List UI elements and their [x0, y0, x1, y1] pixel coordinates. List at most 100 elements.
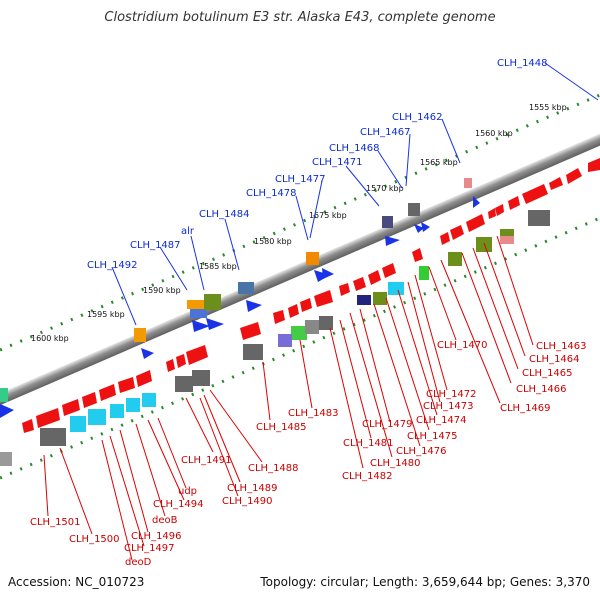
gene-label[interactable]: CLH_1478: [246, 188, 297, 199]
gene-block: [448, 252, 462, 266]
gene-label[interactable]: CLH_1474: [416, 415, 467, 426]
gene-arrow: [421, 222, 430, 232]
gene-block: [204, 294, 221, 310]
gene-arrow: [414, 224, 424, 233]
gene-arrow: [246, 300, 262, 312]
gene-label[interactable]: CLH_1471: [312, 157, 363, 168]
gene-label[interactable]: CLH_1468: [329, 143, 380, 154]
gene-arrow: [0, 404, 14, 418]
gene-label[interactable]: CLH_1485: [256, 422, 307, 433]
gene-label[interactable]: CLH_1487: [130, 240, 181, 251]
gene-label[interactable]: CLH_1494: [153, 499, 204, 510]
gene-label[interactable]: deoB: [152, 515, 178, 526]
topology-label: Topology: circular; Length: 3,659,644 bp…: [260, 575, 590, 589]
gene-arrow: [82, 392, 97, 408]
gene-block: [142, 393, 156, 407]
gene-label[interactable]: CLH_1490: [222, 496, 273, 507]
gene-label[interactable]: CLH_1479: [362, 419, 413, 430]
genome-title: Clostridium botulinum E3 str. Alaska E43…: [104, 10, 496, 25]
gene-block: [278, 334, 292, 347]
scale-label: 1585 kbp: [199, 262, 237, 271]
gene-block: [238, 282, 254, 294]
gene-block: [319, 316, 333, 330]
gene-label[interactable]: deoD: [125, 557, 152, 568]
scale-label: 1555 kbp: [529, 103, 567, 112]
gene-block: [243, 344, 263, 360]
gene-arrow: [118, 377, 135, 393]
gene-arrow: [385, 236, 400, 246]
gene-arrow: [588, 158, 600, 172]
gene-label[interactable]: CLH_1470: [437, 340, 488, 351]
gene-arrow: [99, 384, 116, 401]
gene-label[interactable]: CLH_1489: [227, 483, 278, 494]
gene-block: [476, 237, 492, 252]
gene-arrow: [488, 208, 496, 219]
gene-block: [190, 309, 207, 318]
gene-arrow: [273, 310, 285, 324]
gene-label[interactable]: CLH_1477: [275, 174, 326, 185]
scale-label: 1595 kbp: [87, 310, 125, 319]
gene-block: [134, 328, 146, 342]
gene-block: [306, 252, 319, 265]
gene-arrow: [473, 196, 480, 208]
gene-arrow: [440, 232, 450, 245]
gene-label[interactable]: CLH_1463: [536, 341, 587, 352]
gene-label[interactable]: CLH_1476: [396, 446, 447, 457]
gene-label[interactable]: CLH_1472: [426, 389, 477, 400]
gene-arrow: [141, 348, 154, 359]
gene-label[interactable]: CLH_1466: [516, 384, 567, 395]
gene-arrow: [566, 168, 582, 184]
gene-label[interactable]: CLH_1448: [497, 58, 548, 69]
gene-block: [419, 266, 429, 280]
scale-label: 1600 kbp: [31, 334, 69, 343]
gene-label[interactable]: alr: [181, 226, 195, 237]
gene-label[interactable]: CLH_1480: [370, 458, 421, 469]
upper-features: [0, 178, 480, 418]
gene-label[interactable]: CLH_1481: [343, 438, 394, 449]
gene-block: [373, 292, 387, 305]
gene-block: [187, 300, 205, 309]
gene-block: [88, 409, 106, 425]
gene-block: [500, 229, 514, 239]
gene-block: [0, 388, 8, 402]
genome-backbone: [0, 121, 600, 418]
gene-label[interactable]: CLH_1488: [248, 463, 299, 474]
gene-label[interactable]: CLH_1497: [124, 543, 175, 554]
gene-block: [126, 398, 140, 412]
gene-label[interactable]: CLH_1475: [407, 431, 458, 442]
gene-arrow: [549, 177, 563, 190]
gene-block: [464, 178, 472, 188]
gene-label[interactable]: CLH_1482: [342, 471, 393, 482]
gene-label[interactable]: CLH_1467: [360, 127, 411, 138]
gene-arrow: [206, 318, 224, 330]
scale-label: 1575 kbp: [309, 211, 347, 220]
gene-label[interactable]: CLH_1473: [423, 401, 474, 412]
gene-arrow: [192, 320, 210, 332]
gene-arrow: [412, 248, 423, 262]
gene-label[interactable]: CLH_1469: [500, 403, 551, 414]
gene-label[interactable]: CLH_1491: [181, 455, 232, 466]
gene-arrow: [368, 270, 381, 285]
gene-label[interactable]: CLH_1484: [199, 209, 250, 220]
gene-block: [408, 203, 420, 216]
gene-label[interactable]: udp: [178, 486, 197, 497]
gene-arrow: [382, 263, 396, 278]
gene-label[interactable]: CLH_1483: [288, 408, 339, 419]
accession-label: Accession: NC_010723: [8, 575, 145, 589]
gene-block: [500, 236, 514, 244]
gene-label[interactable]: CLH_1500: [69, 534, 120, 545]
gene-label[interactable]: CLH_1465: [522, 368, 573, 379]
gene-block: [382, 216, 393, 228]
gene-arrow: [166, 359, 175, 372]
gene-label[interactable]: CLH_1492: [87, 260, 138, 271]
gene-label[interactable]: CLH_1462: [392, 112, 443, 123]
gene-label[interactable]: CLH_1501: [30, 517, 81, 528]
gene-label[interactable]: CLH_1496: [131, 531, 182, 542]
gene-block: [110, 404, 124, 418]
gene-arrow: [22, 419, 34, 433]
gene-block: [70, 416, 86, 432]
gene-block: [528, 210, 550, 226]
gene-block: [40, 428, 66, 446]
gene-label[interactable]: CLH_1464: [529, 354, 580, 365]
